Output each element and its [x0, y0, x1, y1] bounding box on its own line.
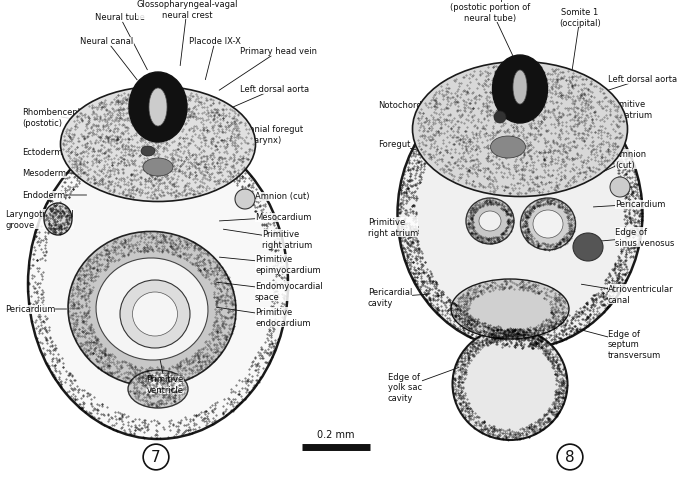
Circle shape — [610, 178, 630, 198]
Text: Rhombencephalon
(postotic portion of
neural tube): Rhombencephalon (postotic portion of neu… — [450, 0, 530, 71]
Text: Primitive
epimyocardium: Primitive epimyocardium — [220, 255, 321, 274]
Text: Edge of
septum
transversum: Edge of septum transversum — [579, 329, 661, 359]
Ellipse shape — [129, 73, 187, 143]
Ellipse shape — [533, 211, 563, 239]
Text: Cranial foregut
(pharynx): Cranial foregut (pharynx) — [206, 125, 303, 147]
Text: Left dorsal aorta: Left dorsal aorta — [576, 75, 677, 101]
Text: 0.2 mm: 0.2 mm — [317, 429, 355, 439]
Text: Rhombencephalon
(postotic): Rhombencephalon (postotic) — [22, 108, 101, 127]
Text: Primitive
endocardium: Primitive endocardium — [216, 308, 310, 327]
Text: Endoderm: Endoderm — [22, 191, 86, 200]
Text: Primitive
right atrium: Primitive right atrium — [368, 218, 419, 237]
Ellipse shape — [413, 62, 627, 197]
Text: Atrioventricular
canal: Atrioventricular canal — [581, 285, 673, 304]
Ellipse shape — [573, 233, 603, 262]
Text: 8: 8 — [565, 450, 575, 465]
Ellipse shape — [61, 87, 256, 202]
Text: Amnion
(cut): Amnion (cut) — [599, 150, 647, 174]
Text: 7: 7 — [151, 450, 161, 465]
Text: Placode IX-X: Placode IX-X — [189, 37, 241, 81]
Text: Mesocardium: Mesocardium — [220, 213, 312, 222]
Text: Laryngotracheal
groove: Laryngotracheal groove — [5, 210, 74, 229]
Ellipse shape — [68, 232, 236, 387]
Text: Pericardial
cavity: Pericardial cavity — [368, 288, 429, 307]
Ellipse shape — [143, 159, 173, 177]
Ellipse shape — [479, 212, 501, 231]
Circle shape — [235, 190, 255, 210]
Ellipse shape — [141, 147, 155, 156]
Ellipse shape — [466, 199, 514, 244]
Text: Pericardium: Pericardium — [5, 305, 67, 314]
Ellipse shape — [149, 89, 167, 127]
Text: Primary head vein: Primary head vein — [219, 48, 317, 91]
Text: Somite 1
(occipital): Somite 1 (occipital) — [559, 8, 601, 71]
Circle shape — [494, 112, 506, 124]
Text: Amnion (cut): Amnion (cut) — [241, 192, 309, 201]
Ellipse shape — [128, 370, 188, 408]
Text: Primitive
left atrium: Primitive left atrium — [579, 100, 652, 129]
Ellipse shape — [493, 56, 548, 124]
Ellipse shape — [451, 279, 569, 339]
Ellipse shape — [397, 80, 643, 349]
Text: Endomyocardial
space: Endomyocardial space — [216, 282, 323, 301]
Ellipse shape — [491, 137, 526, 159]
Text: Notochord: Notochord — [378, 100, 436, 109]
Text: Mesoderm: Mesoderm — [22, 169, 86, 178]
Ellipse shape — [521, 199, 576, 251]
Text: Pericardium: Pericardium — [593, 200, 666, 209]
Text: Edge of
yolk sac
cavity: Edge of yolk sac cavity — [388, 368, 459, 402]
Ellipse shape — [132, 292, 178, 336]
Text: Left dorsal aorta: Left dorsal aorta — [211, 85, 309, 117]
Ellipse shape — [513, 71, 527, 105]
Text: Glossopharyngeal-vagal
neural crest: Glossopharyngeal-vagal neural crest — [136, 0, 238, 67]
Ellipse shape — [120, 280, 190, 348]
Ellipse shape — [28, 130, 288, 439]
Text: Neural canal: Neural canal — [80, 37, 137, 81]
Text: Ectoderm: Ectoderm — [22, 148, 90, 157]
Ellipse shape — [452, 328, 567, 440]
Text: Neural tube: Neural tube — [95, 13, 147, 71]
Text: Primitive
right atrium: Primitive right atrium — [223, 230, 312, 249]
Ellipse shape — [96, 258, 208, 360]
Text: Foregut: Foregut — [378, 140, 431, 155]
Text: Edge of
sinus venosus: Edge of sinus venosus — [591, 228, 675, 247]
Text: Primitive
ventricle: Primitive ventricle — [146, 350, 183, 394]
Ellipse shape — [44, 204, 72, 236]
